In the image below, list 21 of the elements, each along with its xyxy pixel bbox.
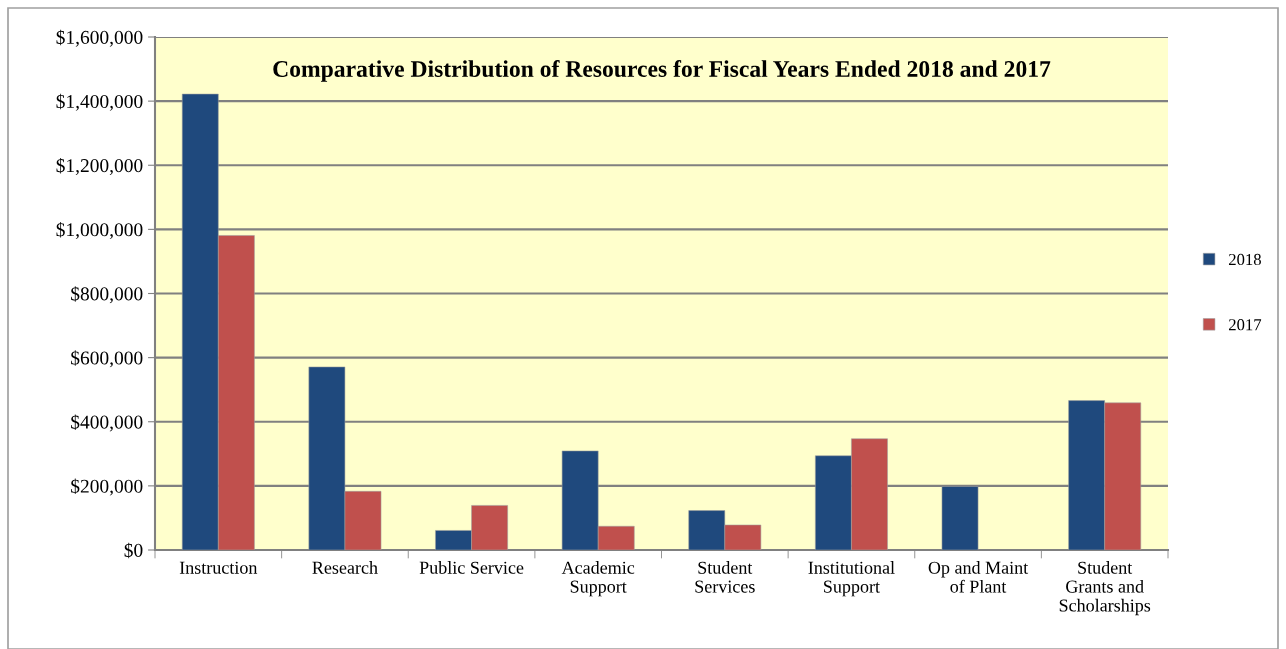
y-tick-label: $200,000 (71, 478, 143, 496)
y-tick-label: $400,000 (71, 414, 143, 432)
x-tick-label: Public Service (419, 561, 524, 574)
y-tick-label: $1,600,000 (56, 29, 143, 47)
legend-label: 2018 (1228, 253, 1261, 266)
x-tick-label: Academic Support (561, 561, 635, 597)
text: Comparative Distribution of Resources for Fiscal Years Ended 2018 and 2017 (273, 60, 1051, 82)
x-tick-label: Instruction (179, 561, 258, 574)
x-tick-label: Student Services (695, 561, 755, 593)
y-tick-label: $600,000 (71, 350, 143, 368)
y-tick-label: $1,400,000 (56, 93, 143, 111)
legend-label: 2017 (1228, 319, 1262, 331)
y-tick-label: $1,000,000 (56, 222, 143, 240)
x-tick-label: Institutional Support (808, 561, 895, 597)
y-tick-label: $0 (124, 542, 143, 559)
bar (941, 486, 979, 550)
y-tick-label: $1,200,000 (56, 157, 143, 175)
x-tick-label: Research (312, 561, 378, 574)
x-tick-label: Student Grants and Scholarships (1059, 561, 1151, 616)
y-tick-label: $800,000 (71, 286, 143, 304)
x-tick-label: Op and Maint of Plant (928, 561, 1029, 593)
